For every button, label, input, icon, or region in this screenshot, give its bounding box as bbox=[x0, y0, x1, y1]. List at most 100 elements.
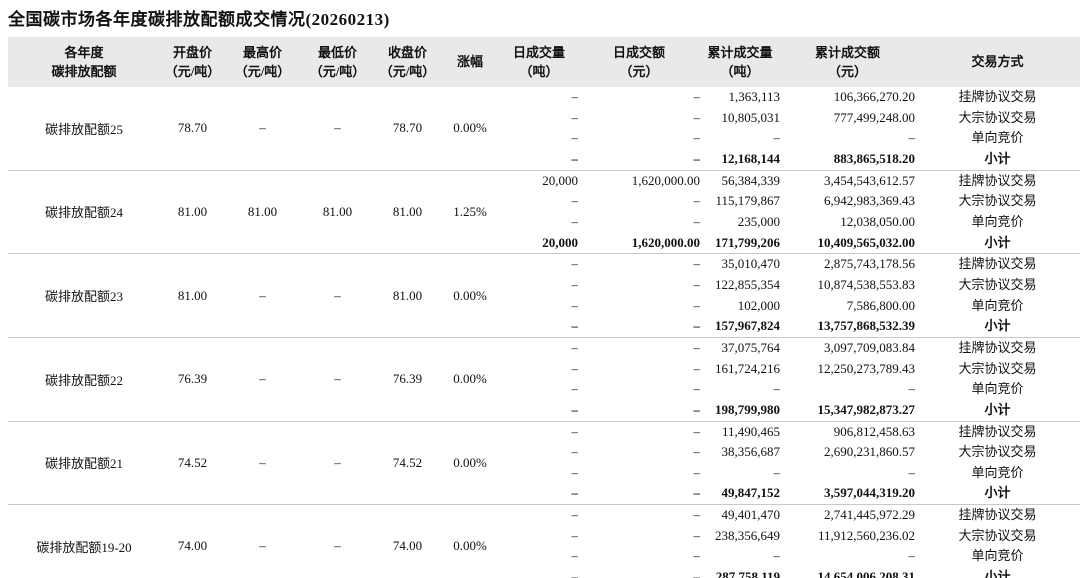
cell-open-price: 78.70 bbox=[177, 120, 208, 136]
cell-trade-method: 单向竞价 bbox=[971, 548, 1024, 564]
column-header-5: 涨幅 bbox=[440, 37, 500, 87]
cell-daily-volume: – bbox=[571, 276, 579, 292]
cell-daily-volume: – bbox=[571, 569, 579, 578]
table-row: – – 38,356,687 2,690,231,860.57 大宗协议交易 bbox=[8, 442, 1080, 463]
cell-daily-amount: – bbox=[578, 420, 700, 443]
cell-high-price: – bbox=[225, 420, 300, 505]
cell-cumulative-volume: 238,356,649 bbox=[715, 527, 780, 543]
cell-daily-amount: – bbox=[693, 401, 701, 417]
cell-cumulative-volume: 1,363,113 bbox=[728, 89, 780, 104]
cell-daily-amount: – bbox=[693, 109, 701, 125]
cell-cumulative-amount: 777,499,248.00 bbox=[833, 109, 915, 125]
cell-cumulative-volume: 56,384,339 bbox=[700, 169, 780, 192]
cell-trade-method: 小计 bbox=[984, 150, 1011, 166]
cell-change-pct: 0.00% bbox=[453, 120, 487, 136]
cell-daily-amount: – bbox=[693, 527, 701, 543]
cell-daily-volume: – bbox=[571, 548, 579, 564]
column-header-8: 累计成交量 （吨） bbox=[700, 37, 780, 87]
cell-change-pct: 0.00% bbox=[440, 504, 500, 578]
cell-high-price: – bbox=[259, 120, 266, 136]
cell-daily-amount: – bbox=[693, 276, 701, 292]
table-row: – – 235,000 12,038,050.00 单向竞价 bbox=[8, 212, 1080, 233]
cell-cumulative-volume: 38,356,687 bbox=[721, 444, 781, 460]
cell-cumulative-amount: 106,366,270.20 bbox=[833, 89, 915, 104]
cell-daily-amount: – bbox=[693, 318, 701, 334]
cell-cumulative-amount: 906,812,458.63 bbox=[780, 420, 915, 443]
cell-daily-amount: – bbox=[578, 504, 700, 526]
cell-daily-volume: – bbox=[571, 381, 579, 397]
table-row: – – 287,758,119 14,654,006,208.31 小计 bbox=[8, 567, 1080, 578]
cell-trade-method: 大宗协议交易 bbox=[958, 527, 1037, 543]
cell-daily-volume: – bbox=[500, 504, 578, 526]
cell-change-pct: 1.25% bbox=[440, 169, 500, 254]
column-header-line2: （元/吨） bbox=[309, 64, 366, 79]
column-header-line1: 开盘价 bbox=[172, 44, 212, 60]
cell-cumulative-volume: 35,010,470 bbox=[700, 253, 780, 275]
cell-close-price: 81.00 bbox=[375, 253, 440, 338]
table-row: – – – – 单向竞价 bbox=[8, 128, 1080, 149]
table-body: 碳排放配额25 78.70– –78.70 0.00% – –1,363,113 106,3… bbox=[8, 87, 1080, 578]
cell-daily-volume: – bbox=[571, 401, 579, 417]
cell-cumulative-volume: 49,401,470 bbox=[700, 504, 780, 526]
cell-open-price: 76.39 bbox=[160, 336, 225, 421]
cell-cumulative-volume: 102,000 bbox=[737, 297, 780, 313]
table-row: 碳排放配额22 76.39– –76.39 0.00% – –37,075,764 3,09… bbox=[8, 336, 1080, 421]
table-row: – – 49,847,152 3,597,044,319.20 小计 bbox=[8, 483, 1080, 504]
column-header-line1: 最低价 bbox=[317, 44, 357, 60]
cell-cumulative-volume: 37,075,764 bbox=[700, 336, 780, 359]
cell-cumulative-amount: 12,250,273,789.43 bbox=[817, 360, 916, 376]
cell-cumulative-amount: 12,038,050.00 bbox=[840, 213, 915, 229]
cell-cumulative-amount: 13,757,868,532.39 bbox=[817, 318, 916, 334]
cell-cumulative-volume: – bbox=[773, 548, 781, 564]
column-header-line2: （吨） bbox=[519, 64, 559, 79]
cell-cumulative-amount: – bbox=[908, 130, 916, 146]
cell-low-price: – bbox=[300, 336, 375, 421]
cell-open-price: 81.00 bbox=[160, 253, 225, 338]
column-header-line1: 交易方式 bbox=[971, 54, 1024, 70]
cell-quota-name: 碳排放配额22 bbox=[8, 336, 160, 421]
cell-daily-amount: – bbox=[693, 464, 701, 480]
column-header-line1: 收盘价 bbox=[387, 44, 427, 60]
cell-daily-volume: – bbox=[500, 253, 578, 275]
cell-cumulative-volume: 161,724,216 bbox=[715, 360, 780, 376]
cell-cumulative-amount: 15,347,982,873.27 bbox=[817, 401, 916, 417]
cell-trade-method: 挂牌协议交易 bbox=[958, 89, 1037, 104]
column-header-3: 最低价 （元/吨） bbox=[300, 37, 375, 87]
cell-daily-volume: – bbox=[571, 213, 579, 229]
column-header-line2: （元） bbox=[827, 64, 867, 79]
cell-low-price: 81.00 bbox=[300, 169, 375, 254]
cell-trade-method: 单向竞价 bbox=[971, 130, 1024, 146]
table-row: 碳排放配额24 81.00 81.00 81.00 81.00 1.25% 20,000 1,… bbox=[8, 169, 1080, 254]
cell-daily-volume: 20,000 bbox=[500, 169, 578, 192]
column-header-line1: 日成交量 bbox=[512, 44, 565, 60]
cell-cumulative-volume: 10,805,031 bbox=[721, 109, 781, 125]
cell-cumulative-volume: – bbox=[773, 381, 781, 397]
table-row: – –115,179,867 6,942,983,369.43 大宗协议交易 bbox=[8, 191, 1080, 212]
cell-cumulative-volume: – bbox=[773, 130, 781, 146]
table-header-row: 各年度 碳排放配额 开盘价 （元/吨） 最高价 （元/吨） 最低价 （元/吨） 收盘价 （元/吨）… bbox=[8, 37, 1080, 87]
table-row: – – 10,805,031 777,499,248.00 大宗协议交易 bbox=[8, 108, 1080, 129]
cell-cumulative-volume: 12,168,144 bbox=[721, 150, 781, 166]
cell-close-price: 74.00 bbox=[375, 504, 440, 578]
cell-trade-method: 挂牌协议交易 bbox=[915, 253, 1080, 275]
cell-trade-method: 小计 bbox=[984, 485, 1011, 501]
cell-quota-name: 碳排放配额21 bbox=[8, 420, 160, 505]
table-row: 碳排放配额25 78.70 – – 78.70 0.00% – – 1,363,113 106,3… bbox=[8, 87, 1080, 137]
table-row: 20,000 1,620,000.00 171,799,206 10,409,565,… bbox=[8, 233, 1080, 254]
cell-trade-method: 小计 bbox=[984, 234, 1011, 250]
cell-cumulative-volume: 11,490,465 bbox=[700, 420, 780, 443]
table-row: – –157,967,824 13,757,868,532.39 小计 bbox=[8, 316, 1080, 337]
cell-cumulative-amount: 3,097,709,083.84 bbox=[780, 336, 915, 359]
table-row: – – 102,000 7,586,800.00 单向竞价 bbox=[8, 296, 1080, 317]
cell-trade-method: 单向竞价 bbox=[971, 297, 1024, 313]
table-row: – –198,799,980 15,347,982,873.27 小计 bbox=[8, 400, 1080, 421]
cell-trade-method: 小计 bbox=[984, 569, 1011, 578]
cell-close-price: 74.52 bbox=[375, 420, 440, 505]
cell-low-price: – bbox=[334, 120, 341, 136]
table-row: 碳排放配额21 74.52– –74.52 0.00% – –11,490,465 906,… bbox=[8, 420, 1080, 505]
cell-trade-method: 大宗协议交易 bbox=[958, 193, 1037, 209]
cell-daily-amount: – bbox=[693, 569, 701, 578]
column-header-4: 收盘价 （元/吨） bbox=[375, 37, 440, 87]
column-header-7: 日成交额 （元） bbox=[578, 37, 700, 87]
cell-trade-method: 挂牌协议交易 bbox=[915, 169, 1080, 192]
